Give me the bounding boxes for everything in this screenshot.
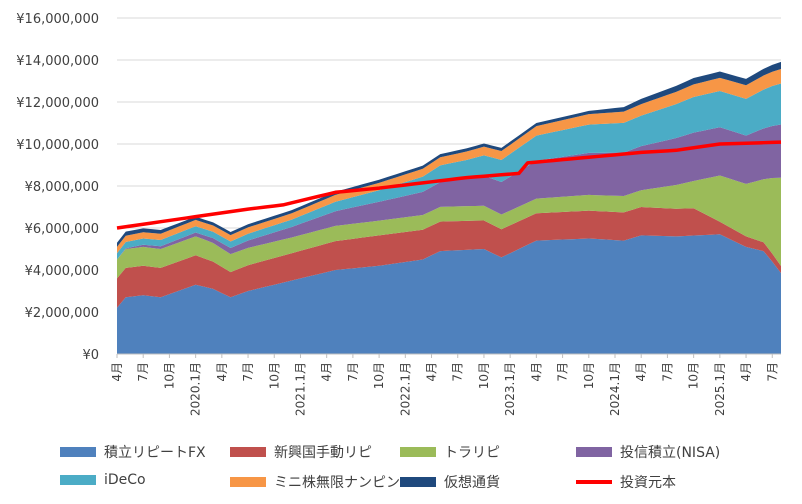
area-series-2 — [117, 175, 781, 279]
x-tick-label: 2025.1月 — [713, 362, 727, 416]
legend-label-ideco: iDeCo — [104, 472, 146, 488]
legend-item-trarepi: トラリピ — [400, 442, 500, 462]
x-tick-label: 4月 — [634, 362, 648, 382]
y-tick-label: ¥8,000,000 — [25, 180, 99, 195]
y-tick-label: ¥6,000,000 — [25, 222, 99, 237]
legend-item-fx: 積立リピートFX — [60, 442, 206, 462]
legend-swatch-emerging — [230, 447, 266, 457]
legend: 積立リピートFX 新興国手動リピ トラリピ 投信積立(NISA) iDeCo ミ… — [0, 436, 802, 496]
x-tick-label: 2020.1月 — [189, 362, 203, 416]
x-tick-label: 4月 — [110, 362, 124, 382]
principal-line-group — [116, 140, 782, 230]
x-axis: 4月 7月 10月 2020.1月 4月 7月 10月 2021.1月 4月 7月 10月 2022.… — [110, 353, 781, 416]
stacked-areas — [117, 61, 781, 354]
x-tick-label: 2021.1月 — [293, 362, 307, 416]
legend-label-emerging: 新興国手動リピ — [274, 445, 372, 461]
x-tick-label: 7月 — [241, 362, 255, 382]
legend-label-principal: 投資元本 — [620, 475, 676, 491]
area-series-4 — [117, 83, 781, 260]
legend-swatch-nisa — [576, 447, 612, 457]
x-tick-label: 4月 — [739, 362, 753, 382]
x-tick-label: 4月 — [529, 362, 543, 382]
x-tick-label: 4月 — [425, 362, 439, 382]
legend-item-nisa: 投信積立(NISA) — [576, 442, 720, 462]
principal-line — [116, 140, 782, 230]
area-series-5 — [117, 69, 781, 254]
x-tick-label: 7月 — [556, 362, 570, 382]
area-series-6 — [117, 61, 781, 247]
x-tick-label: 2023.1月 — [503, 362, 517, 416]
y-tick-label: ¥16,000,000 — [16, 12, 99, 27]
area-series-0 — [117, 234, 781, 354]
legend-item-ideco: iDeCo — [60, 472, 146, 488]
legend-swatch-trarepi — [400, 447, 436, 457]
legend-label-minikabu: ミニ株無限ナンピン — [274, 475, 400, 491]
x-tick-label: 10月 — [267, 362, 281, 389]
legend-swatch-minikabu — [230, 477, 266, 487]
x-tick-label: 2024.1月 — [608, 362, 622, 416]
legend-item-principal: 投資元本 — [576, 472, 676, 492]
x-tick-label: 4月 — [320, 362, 334, 382]
legend-label-trarepi: トラリピ — [444, 445, 500, 461]
area-series-1 — [117, 207, 781, 308]
x-tick-label: 7月 — [765, 362, 779, 382]
area-series-3 — [117, 124, 781, 260]
y-tick-label: ¥4,000,000 — [25, 264, 99, 279]
legend-swatch-ideco — [60, 475, 96, 485]
y-tick-label: ¥2,000,000 — [25, 306, 99, 321]
x-tick-label: 7月 — [451, 362, 465, 382]
legend-swatch-crypto — [400, 477, 436, 487]
x-tick-label: 10月 — [477, 362, 491, 389]
legend-swatch-fx — [60, 447, 96, 457]
x-tick-label: 10月 — [687, 362, 701, 389]
y-tick-label: ¥10,000,000 — [16, 138, 99, 153]
x-tick-label: 2022.1月 — [398, 362, 412, 416]
x-tick-label: 7月 — [660, 362, 674, 382]
legend-item-emerging: 新興国手動リピ — [230, 442, 372, 462]
y-tick-label: ¥12,000,000 — [16, 96, 99, 111]
y-tick-label: ¥0 — [82, 348, 99, 363]
x-tick-label: 7月 — [136, 362, 150, 382]
legend-label-crypto: 仮想通貨 — [444, 475, 500, 491]
y-axis: ¥0 ¥2,000,000 ¥4,000,000 ¥6,000,000 ¥8,000,0… — [16, 12, 99, 363]
legend-label-nisa: 投信積立(NISA) — [620, 445, 721, 461]
legend-label-fx: 積立リピートFX — [104, 445, 206, 461]
x-tick-label: 7月 — [346, 362, 360, 382]
y-tick-label: ¥14,000,000 — [16, 54, 99, 69]
legend-item-minikabu: ミニ株無限ナンピン — [230, 472, 400, 492]
legend-line-principal — [576, 480, 612, 484]
x-tick-label: 4月 — [215, 362, 229, 382]
x-tick-label: 10月 — [582, 362, 596, 389]
legend-item-crypto: 仮想通貨 — [400, 472, 500, 492]
x-tick-label: 10月 — [372, 362, 386, 389]
x-tick-label: 10月 — [162, 362, 176, 389]
